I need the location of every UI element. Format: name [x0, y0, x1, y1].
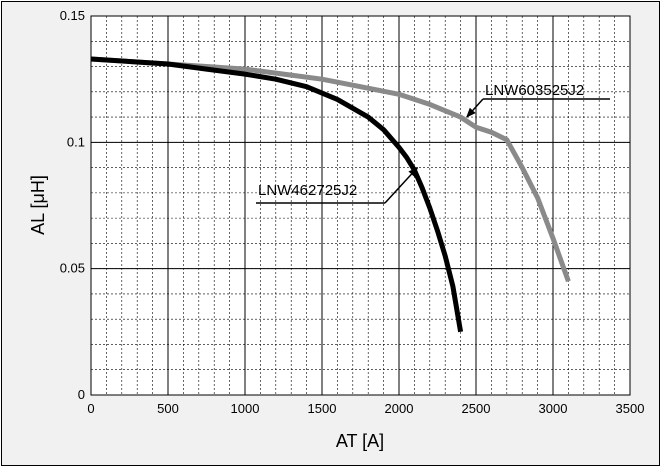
y-axis-title: AL [μH]: [28, 175, 48, 235]
series-layer: [90, 56, 571, 333]
x-tick-label: 3000: [539, 401, 568, 416]
x-tick-label: 2500: [462, 401, 491, 416]
x-tick-label: 0: [87, 401, 94, 416]
x-tick-label: 500: [157, 401, 179, 416]
y-tick-label: 0.1: [67, 134, 85, 149]
plot-border: [90, 15, 631, 396]
plot-area: [91, 16, 630, 395]
x-axis-title: AT [A]: [336, 431, 384, 451]
y-tick-label: 0.05: [60, 261, 85, 276]
x-tick-label: 1000: [231, 401, 260, 416]
x-tick-label: 3500: [616, 401, 645, 416]
y-axis-ticks: 0 0.05 0.1 0.15: [60, 8, 85, 402]
series-line-lnw462725j2: [90, 56, 464, 333]
callout-label-lnw462725j2: LNW462725J2: [258, 182, 357, 199]
y-tick-label: 0.15: [60, 8, 85, 23]
callout-arrow: [466, 98, 484, 118]
x-tick-label: 2000: [385, 401, 414, 416]
x-axis-ticks: 0 500 1000 1500 2000 2500 3000 3500: [87, 401, 644, 416]
x-tick-label: 1500: [308, 401, 337, 416]
callout-label-lnw603525j2: LNW603525J2: [485, 82, 584, 99]
y-tick-label: 0: [78, 387, 85, 402]
callout-layer: LNW603525J2 LNW462725J2: [256, 82, 610, 204]
callout-arrow: [384, 166, 419, 204]
